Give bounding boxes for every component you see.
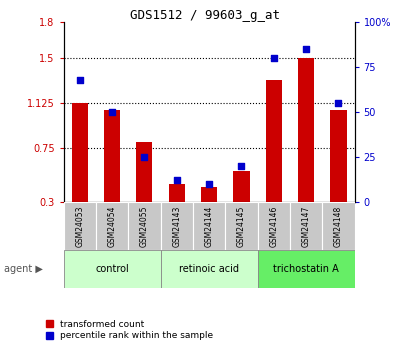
Point — [173, 178, 180, 183]
Bar — [136, 142, 152, 202]
Text: agent ▶: agent ▶ — [4, 264, 43, 274]
Bar — [330, 110, 346, 202]
Bar — [72, 102, 88, 202]
Text: GSM24146: GSM24146 — [269, 205, 278, 247]
Bar — [257, 250, 354, 288]
Point — [108, 109, 115, 115]
Bar — [321, 202, 354, 250]
Text: GSM24147: GSM24147 — [301, 205, 310, 247]
Text: GSM24148: GSM24148 — [333, 205, 342, 247]
Legend: transformed count, percentile rank within the sample: transformed count, percentile rank withi… — [45, 320, 213, 341]
Bar — [289, 202, 321, 250]
Bar — [225, 202, 257, 250]
Bar — [160, 250, 257, 288]
Point — [335, 100, 341, 106]
Text: GSM24053: GSM24053 — [75, 205, 84, 247]
Point — [205, 181, 212, 187]
Text: GSM24054: GSM24054 — [107, 205, 116, 247]
Bar — [257, 202, 289, 250]
Bar — [96, 202, 128, 250]
Point — [270, 56, 276, 61]
Bar — [193, 202, 225, 250]
Point — [76, 77, 83, 82]
Point — [302, 47, 309, 52]
Bar — [160, 202, 193, 250]
Bar — [104, 110, 120, 202]
Bar — [200, 187, 217, 202]
Point — [141, 154, 147, 160]
Bar — [168, 184, 184, 202]
Text: control: control — [95, 264, 128, 274]
Bar — [128, 202, 160, 250]
Bar — [63, 202, 96, 250]
Text: GSM24145: GSM24145 — [236, 205, 245, 247]
Bar — [297, 58, 313, 202]
Text: retinoic acid: retinoic acid — [179, 264, 238, 274]
Text: GSM24143: GSM24143 — [172, 205, 181, 247]
Text: GSM24144: GSM24144 — [204, 205, 213, 247]
Bar — [265, 80, 281, 202]
Bar — [233, 171, 249, 202]
Point — [238, 163, 244, 169]
Text: GSM24055: GSM24055 — [139, 205, 148, 247]
Text: GDS1512 / 99603_g_at: GDS1512 / 99603_g_at — [130, 9, 279, 22]
Bar — [63, 250, 160, 288]
Text: trichostatin A: trichostatin A — [272, 264, 338, 274]
